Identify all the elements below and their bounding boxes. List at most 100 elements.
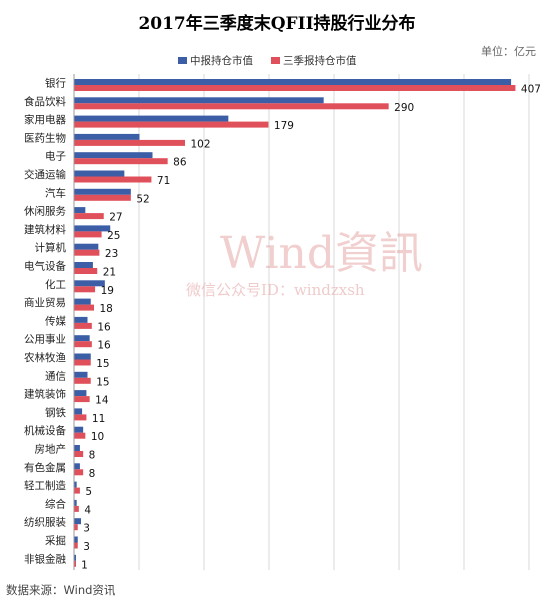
bar-interim (74, 518, 81, 525)
category-label: 农林牧渔 (24, 351, 66, 364)
bar-interim (74, 316, 88, 323)
category-label: 食品饮料 (24, 95, 66, 108)
bar-q3 (74, 432, 86, 439)
category-label: 电子 (45, 150, 66, 163)
bar-q3 (74, 524, 78, 531)
bar-interim (74, 243, 99, 250)
bar-q3 (74, 451, 84, 457)
bar-q3 (74, 487, 80, 494)
data-label: 407 (521, 84, 541, 96)
bar-q3 (74, 359, 91, 366)
bar-interim (74, 371, 88, 378)
category-label: 电气设备 (24, 260, 66, 273)
legend-label-interim: 中报持仓市值 (190, 54, 253, 67)
data-label: 18 (100, 303, 113, 315)
category-labels: 银行食品饮料家用电器医药生物电子交通运输汽车休闲服务建筑材料计算机电气设备化工商… (24, 77, 66, 566)
data-label: 16 (97, 321, 111, 333)
bar-q3 (74, 268, 98, 274)
bar-interim (74, 262, 93, 268)
bar-q3 (74, 396, 90, 403)
category-label: 医药生物 (24, 131, 66, 144)
chart-title: 2017年三季度末QFII持股行业分布 (138, 13, 415, 34)
bar-interim (74, 225, 111, 232)
data-label: 179 (274, 120, 294, 132)
category-label: 商业贸易 (24, 296, 66, 309)
category-label: 机械设备 (24, 424, 66, 437)
bar-q3 (74, 121, 269, 128)
data-label: 5 (85, 486, 92, 498)
category-label: 建筑材料 (24, 223, 66, 236)
data-label: 8 (89, 450, 96, 462)
bar-interim (74, 353, 91, 360)
category-label: 计算机 (35, 241, 67, 254)
data-label: 1 (81, 559, 88, 571)
bar-interim (74, 335, 90, 342)
bar-interim (74, 298, 91, 305)
bar-q3 (74, 286, 96, 293)
data-label: 21 (103, 267, 116, 279)
bar-q3 (74, 194, 131, 201)
bar-interim (74, 408, 83, 415)
bar-q3 (74, 103, 389, 110)
category-label: 建筑装饰 (24, 388, 66, 401)
data-label: 27 (109, 212, 122, 224)
source-note: 数据来源：Wind资讯 (6, 583, 116, 597)
category-label: 汽车 (45, 186, 66, 199)
bar-q3 (74, 213, 104, 220)
bar-interim (74, 133, 140, 140)
data-label: 10 (91, 431, 104, 443)
legend-swatch-interim (178, 57, 187, 64)
bar-q3 (74, 341, 92, 348)
bar-q3 (74, 176, 152, 183)
data-label: 290 (394, 102, 414, 114)
data-label: 11 (92, 413, 105, 425)
bar-q3 (74, 139, 185, 146)
data-label: 15 (96, 358, 109, 370)
category-label: 通信 (45, 370, 66, 382)
category-label: 非银金融 (24, 552, 66, 565)
watermark-account: 微信公众号ID：windzxsh (186, 281, 365, 299)
data-label: 71 (157, 175, 170, 187)
bar-q3 (74, 542, 78, 549)
data-label: 25 (107, 230, 120, 242)
bar-q3 (74, 377, 91, 384)
bar-interim (74, 97, 324, 104)
bar-interim (74, 463, 80, 470)
category-label: 休闲服务 (24, 205, 66, 218)
data-label: 52 (136, 193, 149, 205)
bars (74, 79, 516, 567)
bar-interim (74, 207, 86, 214)
category-label: 公用事业 (24, 333, 66, 346)
data-label: 4 (84, 504, 91, 516)
data-label: 3 (83, 541, 90, 553)
category-label: 房地产 (35, 443, 67, 456)
legend: 中报持仓市值 三季报持仓市值 (178, 54, 357, 67)
bar-interim (74, 554, 76, 561)
watermark: Wind資訊 微信公众号ID：windzxsh (186, 228, 423, 299)
category-label: 有色金属 (24, 461, 66, 474)
data-label: 23 (105, 248, 118, 260)
bar-interim (74, 188, 131, 195)
category-label: 银行 (45, 77, 66, 90)
bar-interim (74, 390, 87, 397)
bar-interim (74, 115, 229, 122)
gridlines (138, 74, 530, 571)
category-label: 传媒 (45, 314, 66, 327)
bar-q3 (74, 249, 100, 256)
bar-interim (74, 445, 80, 451)
bar-interim (74, 170, 125, 177)
category-label: 钢铁 (45, 406, 66, 419)
watermark-brand: Wind資訊 (220, 228, 423, 279)
data-label: 102 (191, 138, 211, 150)
category-label: 综合 (45, 497, 66, 510)
bar-q3 (74, 505, 79, 512)
data-label: 3 (83, 523, 90, 535)
category-label: 纺织服装 (24, 516, 66, 529)
bar-q3 (74, 469, 84, 476)
bar-q3 (74, 158, 168, 165)
data-label: 14 (95, 395, 109, 407)
bar-q3 (74, 322, 92, 329)
bar-interim (74, 79, 512, 85)
bar-interim (74, 536, 78, 543)
